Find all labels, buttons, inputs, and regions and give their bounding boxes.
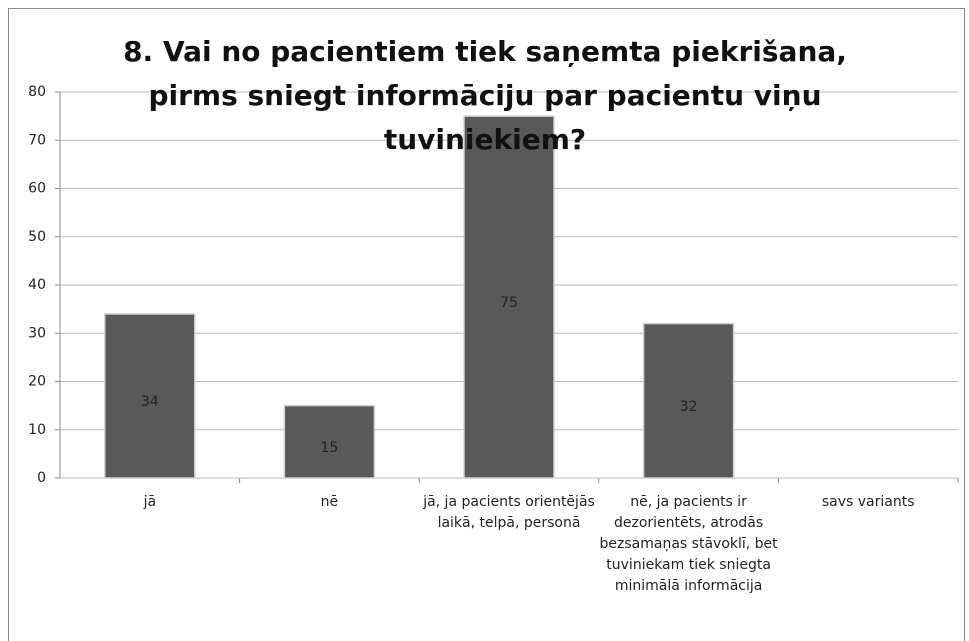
y-tick-label: 10	[28, 422, 46, 438]
bar	[642, 322, 735, 479]
data-label: 32	[680, 399, 698, 415]
data-label: 34	[141, 394, 159, 410]
y-tick-label: 0	[37, 470, 46, 486]
x-tick-label: nē	[320, 494, 339, 510]
x-tick-label: jā, ja pacients orientējās laikā, telpā,…	[423, 494, 595, 531]
x-tick-label: savs variants	[821, 494, 915, 510]
data-label: 75	[500, 295, 518, 311]
data-label: 15	[320, 440, 338, 456]
y-tick-label: 70	[28, 132, 46, 148]
y-tick-label: 60	[28, 181, 46, 197]
bar	[283, 404, 376, 479]
bar	[463, 115, 555, 479]
x-tick-label: jā	[143, 494, 157, 510]
chart-frame	[8, 8, 965, 641]
x-tick-label: nē, ja pacients ir dezorientēts, atrodās…	[599, 494, 778, 594]
y-tick-label: 50	[28, 229, 46, 245]
chart-title: 8. Vai no pacientiem tiek saņemta piekri…	[123, 35, 847, 156]
y-tick-label: 80	[28, 84, 46, 100]
y-tick-label: 40	[28, 277, 46, 293]
y-tick-label: 20	[28, 374, 46, 390]
bar	[104, 313, 196, 479]
y-tick-label: 30	[28, 325, 46, 341]
